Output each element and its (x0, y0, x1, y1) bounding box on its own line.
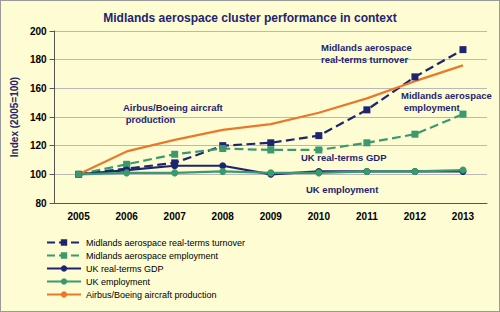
svg-text:140: 140 (30, 112, 47, 123)
svg-text:2006: 2006 (116, 211, 139, 222)
svg-text:80: 80 (35, 198, 47, 209)
svg-text:2010: 2010 (308, 211, 331, 222)
svg-text:Midlands aerospace: Midlands aerospace (321, 42, 414, 53)
svg-text:Midlands aerospace: Midlands aerospace (401, 90, 492, 101)
svg-text:Midlands aerospace cluster per: Midlands aerospace cluster performance i… (103, 11, 396, 25)
svg-text:UK real-terms GDP: UK real-terms GDP (86, 264, 164, 274)
svg-text:160: 160 (30, 83, 47, 94)
svg-text:2013: 2013 (452, 211, 475, 222)
svg-text:UK real-terms GDP: UK real-terms GDP (301, 152, 387, 163)
svg-text:production: production (123, 114, 175, 125)
svg-text:Midlands aerospace employment: Midlands aerospace employment (86, 251, 219, 261)
svg-text:120: 120 (30, 140, 47, 151)
svg-text:200: 200 (30, 26, 47, 37)
svg-text:2012: 2012 (404, 211, 427, 222)
svg-text:2007: 2007 (164, 211, 187, 222)
svg-text:100: 100 (30, 169, 47, 180)
svg-text:2008: 2008 (212, 211, 235, 222)
svg-text:UK employment: UK employment (306, 184, 379, 195)
svg-text:180: 180 (30, 54, 47, 65)
svg-text:Index (2005=100): Index (2005=100) (9, 77, 20, 157)
svg-text:Airbus/Boeing aircraft: Airbus/Boeing aircraft (123, 102, 224, 113)
svg-text:2011: 2011 (356, 211, 378, 222)
svg-text:real-terms turnover: real-terms turnover (321, 54, 408, 65)
svg-text:2005: 2005 (67, 211, 90, 222)
svg-text:Airbus/Boeing aircraft product: Airbus/Boeing aircraft production (86, 290, 217, 300)
svg-text:2009: 2009 (260, 211, 283, 222)
svg-text:employment: employment (401, 102, 460, 113)
svg-text:Midlands aerospace real-terms: Midlands aerospace real-terms turnover (86, 238, 245, 248)
svg-text:UK employment: UK employment (86, 277, 151, 287)
